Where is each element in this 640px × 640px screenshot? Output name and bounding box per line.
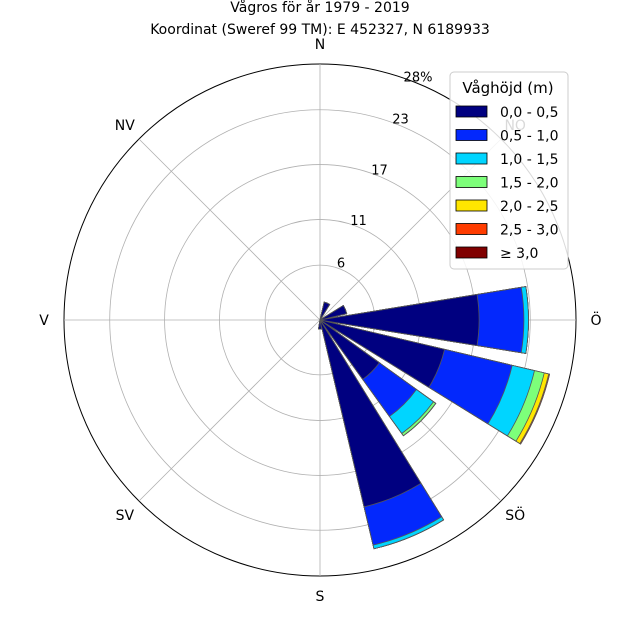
legend-swatch [455, 152, 488, 165]
legend-frame [449, 71, 569, 270]
legend-swatch [455, 105, 488, 118]
radial-tick-label: 11 [350, 214, 367, 229]
radial-tick-labels: 6 11 17 23 28% [337, 71, 433, 272]
radial-tick-label: 23 [392, 113, 409, 128]
direction-label: S [316, 589, 325, 605]
legend-label: 0,0 - 0,5 [500, 105, 558, 121]
rose-sectors [318, 286, 551, 550]
grid-spoke [138, 138, 321, 321]
legend-label: 1,0 - 1,5 [500, 152, 558, 168]
chart-title: Vågros för år 1979 - 2019 [230, 0, 409, 16]
legend: Våghöjd (m) 0,0 - 0,5 0,5 - 1,0 1,0 - 1,5 1… [449, 71, 569, 270]
rose-bar-segment [318, 319, 322, 330]
radial-tick-label: 17 [371, 163, 388, 178]
legend-swatch [455, 176, 488, 188]
direction-label: NV [115, 118, 135, 134]
direction-label: SV [116, 508, 135, 524]
direction-label: SÖ [505, 506, 525, 524]
legend-title: Våghöjd (m) [462, 79, 553, 97]
legend-swatch [455, 246, 488, 259]
legend-label: 2,0 - 2,5 [500, 199, 558, 215]
legend-items: 0,0 - 0,5 0,5 - 1,0 1,0 - 1,5 1,5 - 2,0 2,0 … [455, 105, 558, 262]
rose-bar-segment [319, 294, 480, 346]
direction-label: N [315, 37, 325, 53]
radial-tick-label: 6 [337, 256, 345, 271]
direction-label: Ö [590, 311, 601, 329]
rose-bar-segment [319, 305, 348, 321]
radial-tick-label: 28% [404, 71, 433, 86]
rose-bar-segment [319, 301, 331, 321]
legend-swatch [455, 223, 488, 235]
legend-swatch [455, 129, 488, 141]
grid-spoke [138, 319, 321, 502]
chart-subtitle: Koordinat (Sweref 99 TM): E 452327, N 61… [150, 22, 490, 38]
rose-bar-segment [319, 319, 380, 380]
rose-bar-segment [319, 319, 446, 388]
legend-swatch [455, 199, 488, 212]
legend-label: 2,5 - 3,0 [500, 223, 558, 239]
legend-label: ≥ 3,0 [500, 246, 538, 262]
legend-label: 0,5 - 1,0 [500, 129, 558, 145]
direction-label: V [39, 313, 49, 329]
rose-bar-segment [319, 319, 422, 508]
legend-label: 1,5 - 2,0 [500, 176, 558, 192]
